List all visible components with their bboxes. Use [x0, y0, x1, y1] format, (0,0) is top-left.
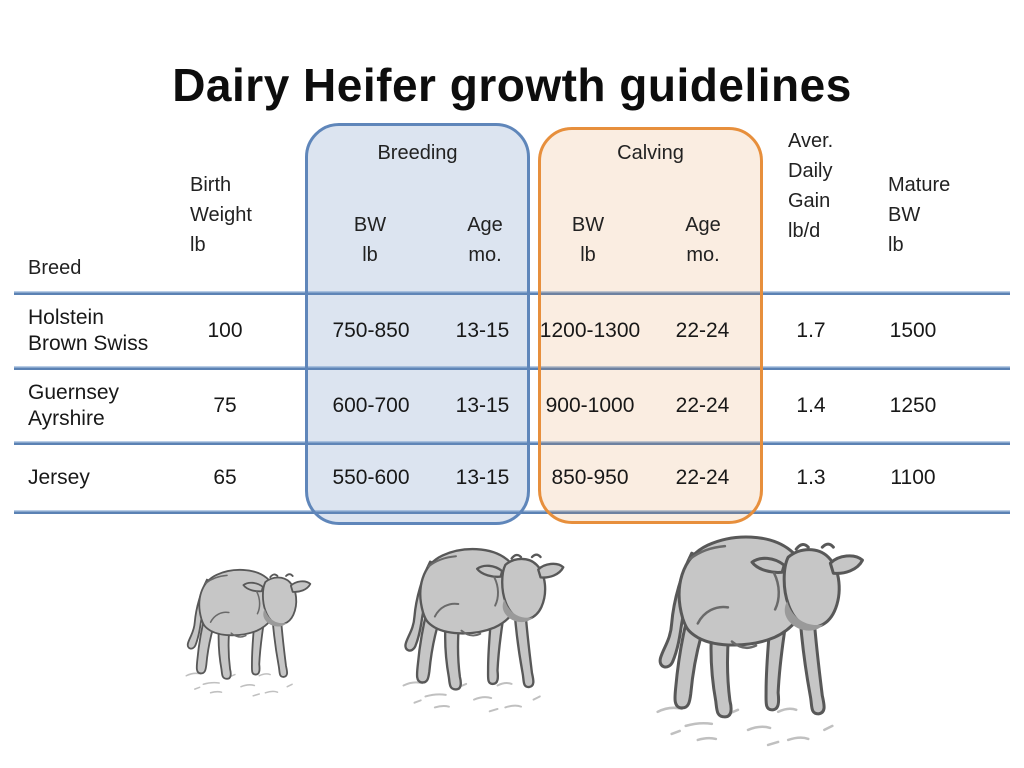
cell-breed: Holstein Brown Swiss — [28, 305, 149, 355]
header-calving-age: Age mo. — [685, 214, 721, 266]
growing-heifer-illustration — [380, 531, 568, 717]
header-calving-bw: BW lb — [571, 214, 605, 266]
cell-calving-bw: 900-1000 — [545, 393, 635, 417]
cell-calving-bw: 850-950 — [551, 465, 629, 489]
cell-adg: 1.3 — [796, 465, 826, 489]
cell-breed: Guernsey Ayrshire — [28, 380, 120, 430]
cell-adg: 1.4 — [796, 393, 826, 417]
cell-calving-age: 22-24 — [675, 318, 730, 342]
cell-mature-bw: 1250 — [889, 393, 937, 417]
cell-breeding-age: 13-15 — [455, 465, 510, 489]
header-breeding-group: Breeding — [377, 142, 458, 164]
cell-calving-age: 22-24 — [675, 465, 730, 489]
calving-highlight-box — [538, 127, 763, 524]
header-calving-group: Calving — [617, 142, 684, 164]
cell-breeding-age: 13-15 — [455, 318, 510, 342]
cell-breeding-bw: 750-850 — [332, 318, 410, 342]
table-rule-row1 — [14, 366, 1010, 370]
table-row: Jersey 65 550-600 13-15 850-950 22-24 1.… — [0, 445, 1024, 510]
cell-breeding-bw: 600-700 — [332, 393, 410, 417]
table-row: Guernsey Ayrshire 75 600-700 13-15 900-1… — [0, 370, 1024, 441]
cell-birth-weight: 75 — [213, 393, 237, 417]
cell-mature-bw: 1500 — [889, 318, 937, 342]
header-mature-bw: Mature BW lb — [888, 174, 951, 256]
cell-breed: Jersey — [28, 465, 90, 489]
mature-cow-illustration — [626, 515, 870, 751]
header-average-daily-gain: Aver. Daily Gain lb/d — [788, 130, 834, 242]
cell-calving-bw: 1200-1300 — [539, 318, 641, 342]
header-breeding-bw: BW lb — [353, 214, 387, 266]
cell-breeding-bw: 550-600 — [332, 465, 410, 489]
header-breed: Breed — [28, 257, 82, 279]
header-breeding-age: Age mo. — [467, 214, 503, 266]
cell-birth-weight: 65 — [213, 465, 237, 489]
page-title: Dairy Heifer growth guidelines — [172, 59, 852, 111]
cell-birth-weight: 100 — [207, 318, 243, 342]
cell-adg: 1.7 — [796, 318, 826, 342]
table-row: Holstein Brown Swiss 100 750-850 13-15 1… — [0, 295, 1024, 366]
table-rule-header — [14, 291, 1010, 295]
header-birth-weight: Birth Weight lb — [190, 174, 252, 256]
cell-mature-bw: 1100 — [890, 465, 936, 489]
cell-calving-age: 22-24 — [675, 393, 730, 417]
cell-breeding-age: 13-15 — [455, 393, 510, 417]
newborn-calf-illustration — [168, 553, 314, 703]
table-rule-row2 — [14, 441, 1010, 445]
breeding-highlight-box — [305, 123, 530, 525]
